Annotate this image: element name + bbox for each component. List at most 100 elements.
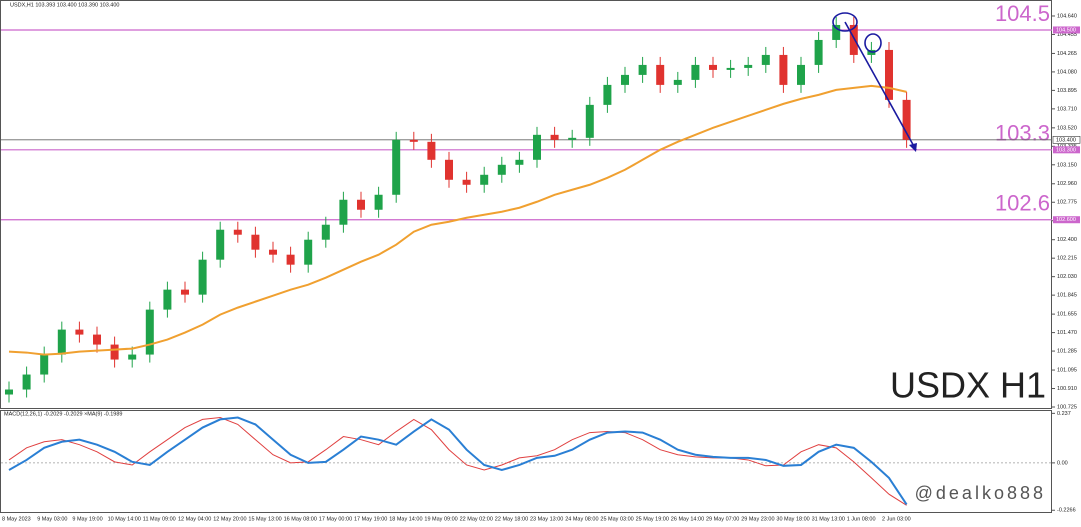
candle-body [40, 354, 49, 375]
candle-body [145, 309, 154, 355]
y-tick-label: 101.470 [1057, 330, 1077, 336]
candle-body [462, 179, 471, 185]
macd-line [8, 417, 907, 506]
candle-body [726, 67, 735, 70]
x-tick-label: 17 May 19:00 [354, 516, 387, 522]
candle-body [5, 389, 13, 395]
candle-body [22, 374, 31, 390]
candle-body [374, 194, 383, 210]
y-tick-label: 103.895 [1057, 88, 1077, 94]
last-price-label: 103.400 [1056, 137, 1076, 143]
candle-body [585, 104, 594, 138]
y-tick-label: 100.910 [1057, 386, 1077, 392]
x-tick-label: 9 May 19:00 [72, 516, 102, 522]
candle-body [480, 174, 489, 185]
level-label: 104.5 [995, 1, 1050, 26]
candle-body [233, 229, 242, 235]
arrow-head [909, 143, 917, 152]
candle-body [110, 344, 119, 360]
y-tick-label: 102.030 [1057, 274, 1077, 280]
candle-body [251, 234, 260, 250]
y-tick-label: 103.150 [1057, 162, 1077, 168]
candle-body [497, 164, 506, 175]
candle-body [339, 199, 348, 225]
candle-body [691, 64, 700, 80]
x-tick-label: 29 May 07:00 [706, 516, 739, 522]
candle-body [409, 139, 418, 142]
x-tick-label: 16 May 08:00 [284, 516, 317, 522]
candle-body [515, 159, 524, 165]
candle-body [304, 239, 313, 265]
x-tick-label: 11 May 09:00 [143, 516, 176, 522]
level-tag [1053, 216, 1080, 224]
y-tick-label: 101.095 [1057, 367, 1077, 373]
y-tick-label: 101.845 [1057, 293, 1077, 299]
candle-body [885, 49, 893, 100]
peak-circle [832, 12, 858, 32]
y-tick-label: 103.520 [1057, 125, 1077, 131]
y-tick-label: 100.725 [1057, 404, 1077, 410]
candle-body [198, 259, 207, 295]
candle-body [849, 24, 858, 55]
candle-body [673, 79, 682, 85]
y-tick-label: 104.640 [1057, 13, 1077, 19]
y-tick-label: -0.2266 [1057, 508, 1076, 514]
macd-line [8, 416, 908, 506]
y-tick-label: 104.455 [1057, 32, 1077, 38]
macd-frame [0, 410, 1052, 513]
candle-body [832, 24, 841, 40]
y-tick-label: 0.237 [1057, 411, 1071, 417]
y-tick-label: 101.285 [1057, 349, 1077, 355]
y-tick-label: 104.265 [1057, 51, 1077, 57]
candle-body [427, 141, 436, 160]
x-tick-label: 24 May 08:00 [565, 516, 598, 522]
x-tick-label: 22 May 18:00 [495, 516, 528, 522]
x-tick-label: 1 Jun 08:00 [847, 516, 876, 522]
x-tick-label: 15 May 13:00 [248, 516, 281, 522]
candle-body [621, 74, 629, 85]
candle-body [128, 354, 137, 360]
y-tick-label: 101.655 [1057, 312, 1077, 318]
watermark: USDX H1 [890, 365, 1046, 406]
candle-body [181, 289, 189, 295]
last-price-tag [1052, 136, 1081, 144]
candle-body [761, 54, 770, 65]
x-tick-label: 2 Jun 03:00 [882, 516, 911, 522]
x-tick-label: 12 May 04:00 [178, 516, 211, 522]
x-tick-label: 31 May 13:00 [812, 516, 845, 522]
x-tick-label: 12 May 20:00 [213, 516, 246, 522]
price-frame [0, 0, 1052, 409]
candle-body [93, 334, 101, 345]
y-tick-label: 102.215 [1057, 256, 1077, 262]
level-tag-label: 103.300 [1056, 147, 1076, 153]
level-label: 102.6 [995, 191, 1050, 216]
candle-body [357, 199, 365, 210]
x-tick-label: 22 May 02:00 [460, 516, 493, 522]
level-tag-label: 104.500 [1056, 27, 1076, 33]
candle-body [797, 64, 805, 85]
candle-body [568, 137, 577, 140]
x-tick-label: 19 May 09:00 [424, 516, 457, 522]
trend-arrow [844, 21, 917, 151]
candle-body [392, 139, 401, 195]
level-tag [1053, 146, 1080, 154]
x-tick-label: 8 May 2023 [2, 516, 31, 522]
level-label: 103.3 [995, 121, 1050, 146]
y-tick-label: 102.775 [1057, 200, 1077, 206]
candle-body [216, 229, 225, 260]
x-tick-label: 17 May 00:00 [319, 516, 352, 522]
candle-body [814, 39, 823, 65]
level-tag [1053, 26, 1080, 34]
y-tick-label: 0.00 [1057, 460, 1068, 466]
candle-body [445, 159, 453, 180]
candle-body [163, 289, 172, 310]
candle-body [75, 329, 84, 335]
x-tick-label: 29 May 23:00 [741, 516, 774, 522]
trend-annotation [832, 12, 917, 152]
level-tag-label: 102.600 [1056, 217, 1076, 223]
x-tick-label: 30 May 18:00 [776, 516, 809, 522]
x-tick-label: 26 May 14:00 [671, 516, 704, 522]
